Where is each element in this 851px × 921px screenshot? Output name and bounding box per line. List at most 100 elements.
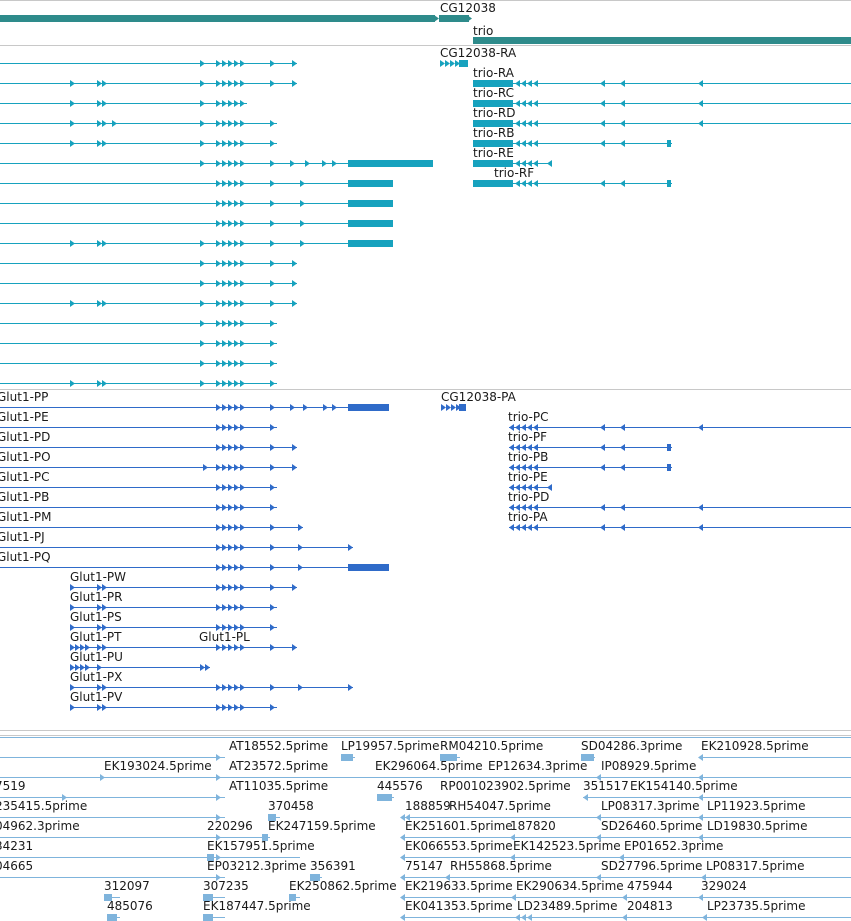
est-label[interactable]: EK154140.5prime bbox=[630, 779, 738, 793]
protein-arrow[interactable] bbox=[216, 464, 221, 471]
transcript-arrow[interactable] bbox=[234, 120, 239, 127]
transcript-arrow[interactable] bbox=[234, 320, 239, 327]
protein-arrow[interactable] bbox=[97, 584, 102, 591]
est-arrow[interactable] bbox=[400, 814, 405, 821]
est-label[interactable]: 235415.5prime bbox=[0, 799, 87, 813]
est-arrow[interactable] bbox=[622, 894, 627, 901]
transcript-arrow[interactable] bbox=[97, 240, 102, 247]
protein-arrow[interactable] bbox=[332, 404, 337, 411]
est-label[interactable]: 445576 bbox=[377, 779, 423, 793]
transcript-arrow[interactable] bbox=[222, 200, 227, 207]
protein-arrow[interactable] bbox=[97, 624, 102, 631]
protein-arrow[interactable] bbox=[240, 524, 245, 531]
transcript-exon[interactable] bbox=[473, 80, 513, 87]
transcript-arrow[interactable] bbox=[270, 280, 275, 287]
protein-arrow[interactable] bbox=[270, 684, 275, 691]
protein-arrow[interactable] bbox=[533, 484, 538, 491]
protein-arrow[interactable] bbox=[222, 604, 227, 611]
transcript-arrow[interactable] bbox=[620, 80, 625, 87]
est-label[interactable]: EK290634.5prime bbox=[516, 879, 624, 893]
transcript-arrow[interactable] bbox=[270, 180, 275, 187]
transcript-arrow[interactable] bbox=[222, 160, 227, 167]
transcript-arrow[interactable] bbox=[228, 100, 233, 107]
protein-arrow[interactable] bbox=[85, 664, 90, 671]
protein-arrow[interactable] bbox=[222, 644, 227, 651]
transcript-arrow[interactable] bbox=[533, 140, 538, 147]
protein-arrow[interactable] bbox=[228, 704, 233, 711]
transcript-arrow[interactable] bbox=[533, 160, 538, 167]
est-exon[interactable] bbox=[203, 894, 213, 901]
protein-arrow[interactable] bbox=[222, 484, 227, 491]
est-arrow[interactable] bbox=[521, 914, 526, 921]
protein-arrow[interactable] bbox=[298, 684, 303, 691]
transcript-arrow[interactable] bbox=[222, 100, 227, 107]
transcript-arrow[interactable] bbox=[600, 140, 605, 147]
est-arrow[interactable] bbox=[400, 894, 405, 901]
transcript-arrow[interactable] bbox=[200, 120, 205, 127]
transcript-arrow[interactable] bbox=[300, 220, 305, 227]
transcript-label[interactable]: trio-RB bbox=[473, 126, 514, 140]
transcript-arrow[interactable] bbox=[234, 200, 239, 207]
protein-arrow[interactable] bbox=[533, 444, 538, 451]
protein-arrow[interactable] bbox=[600, 424, 605, 431]
protein-arrow[interactable] bbox=[527, 524, 532, 531]
transcript-arrow[interactable] bbox=[228, 180, 233, 187]
transcript-arrow[interactable] bbox=[527, 160, 532, 167]
protein-label[interactable]: Glut1-PR bbox=[70, 590, 122, 604]
transcript-arrow[interactable] bbox=[547, 160, 552, 167]
transcript-arrow[interactable] bbox=[97, 100, 102, 107]
transcript-arrow[interactable] bbox=[240, 180, 245, 187]
protein-arrow[interactable] bbox=[515, 484, 520, 491]
transcript-arrow[interactable] bbox=[200, 100, 205, 107]
protein-arrow[interactable] bbox=[102, 624, 107, 631]
transcript-arrow[interactable] bbox=[240, 160, 245, 167]
est-label[interactable]: EK296064.5prime bbox=[375, 759, 483, 773]
transcript-arrow[interactable] bbox=[234, 60, 239, 67]
transcript-arrow[interactable] bbox=[222, 60, 227, 67]
protein-arrow[interactable] bbox=[205, 664, 210, 671]
transcript-arrow[interactable] bbox=[521, 100, 526, 107]
transcript-arrow[interactable] bbox=[292, 60, 297, 67]
protein-arrow[interactable] bbox=[298, 544, 303, 551]
transcript-arrow[interactable] bbox=[216, 340, 221, 347]
protein-arrow[interactable] bbox=[620, 464, 625, 471]
transcript-arrow[interactable] bbox=[515, 140, 520, 147]
protein-arrow[interactable] bbox=[298, 524, 303, 531]
protein-label[interactable]: Glut1-PM bbox=[0, 510, 52, 524]
protein-arrow[interactable] bbox=[228, 484, 233, 491]
protein-arrow[interactable] bbox=[97, 644, 102, 651]
transcript-exon[interactable] bbox=[473, 160, 513, 167]
transcript-arrow[interactable] bbox=[240, 200, 245, 207]
transcript-arrow[interactable] bbox=[222, 320, 227, 327]
est-arrow[interactable] bbox=[510, 854, 515, 861]
transcript-arrow[interactable] bbox=[620, 180, 625, 187]
est-arrow[interactable] bbox=[698, 754, 703, 761]
protein-arrow[interactable] bbox=[270, 424, 275, 431]
transcript-exon[interactable] bbox=[473, 140, 513, 147]
protein-arrow[interactable] bbox=[303, 404, 308, 411]
protein-arrow[interactable] bbox=[228, 504, 233, 511]
transcript-arrow[interactable] bbox=[240, 260, 245, 267]
protein-arrow[interactable] bbox=[80, 664, 85, 671]
protein-arrow[interactable] bbox=[228, 604, 233, 611]
protein-arrow[interactable] bbox=[222, 464, 227, 471]
transcript-arrow[interactable] bbox=[228, 340, 233, 347]
protein-arrow[interactable] bbox=[240, 684, 245, 691]
protein-arrow[interactable] bbox=[102, 644, 107, 651]
protein-arrow[interactable] bbox=[216, 644, 221, 651]
est-label[interactable]: 75147 bbox=[405, 859, 443, 873]
protein-label[interactable]: Glut1-PE bbox=[0, 410, 49, 424]
transcript-arrow[interactable] bbox=[270, 220, 275, 227]
protein-arrow[interactable] bbox=[698, 524, 703, 531]
est-label[interactable]: 220296 bbox=[207, 819, 253, 833]
protein-arrow[interactable] bbox=[521, 524, 526, 531]
transcript-arrow[interactable] bbox=[234, 260, 239, 267]
protein-arrow[interactable] bbox=[600, 464, 605, 471]
protein-end-cap[interactable] bbox=[667, 444, 671, 451]
protein-arrow[interactable] bbox=[228, 404, 233, 411]
est-label[interactable]: AT11035.5prime bbox=[229, 779, 328, 793]
protein-arrow[interactable] bbox=[222, 624, 227, 631]
est-exon[interactable] bbox=[341, 754, 353, 761]
transcript-arrow[interactable] bbox=[222, 300, 227, 307]
protein-arrow[interactable] bbox=[533, 424, 538, 431]
